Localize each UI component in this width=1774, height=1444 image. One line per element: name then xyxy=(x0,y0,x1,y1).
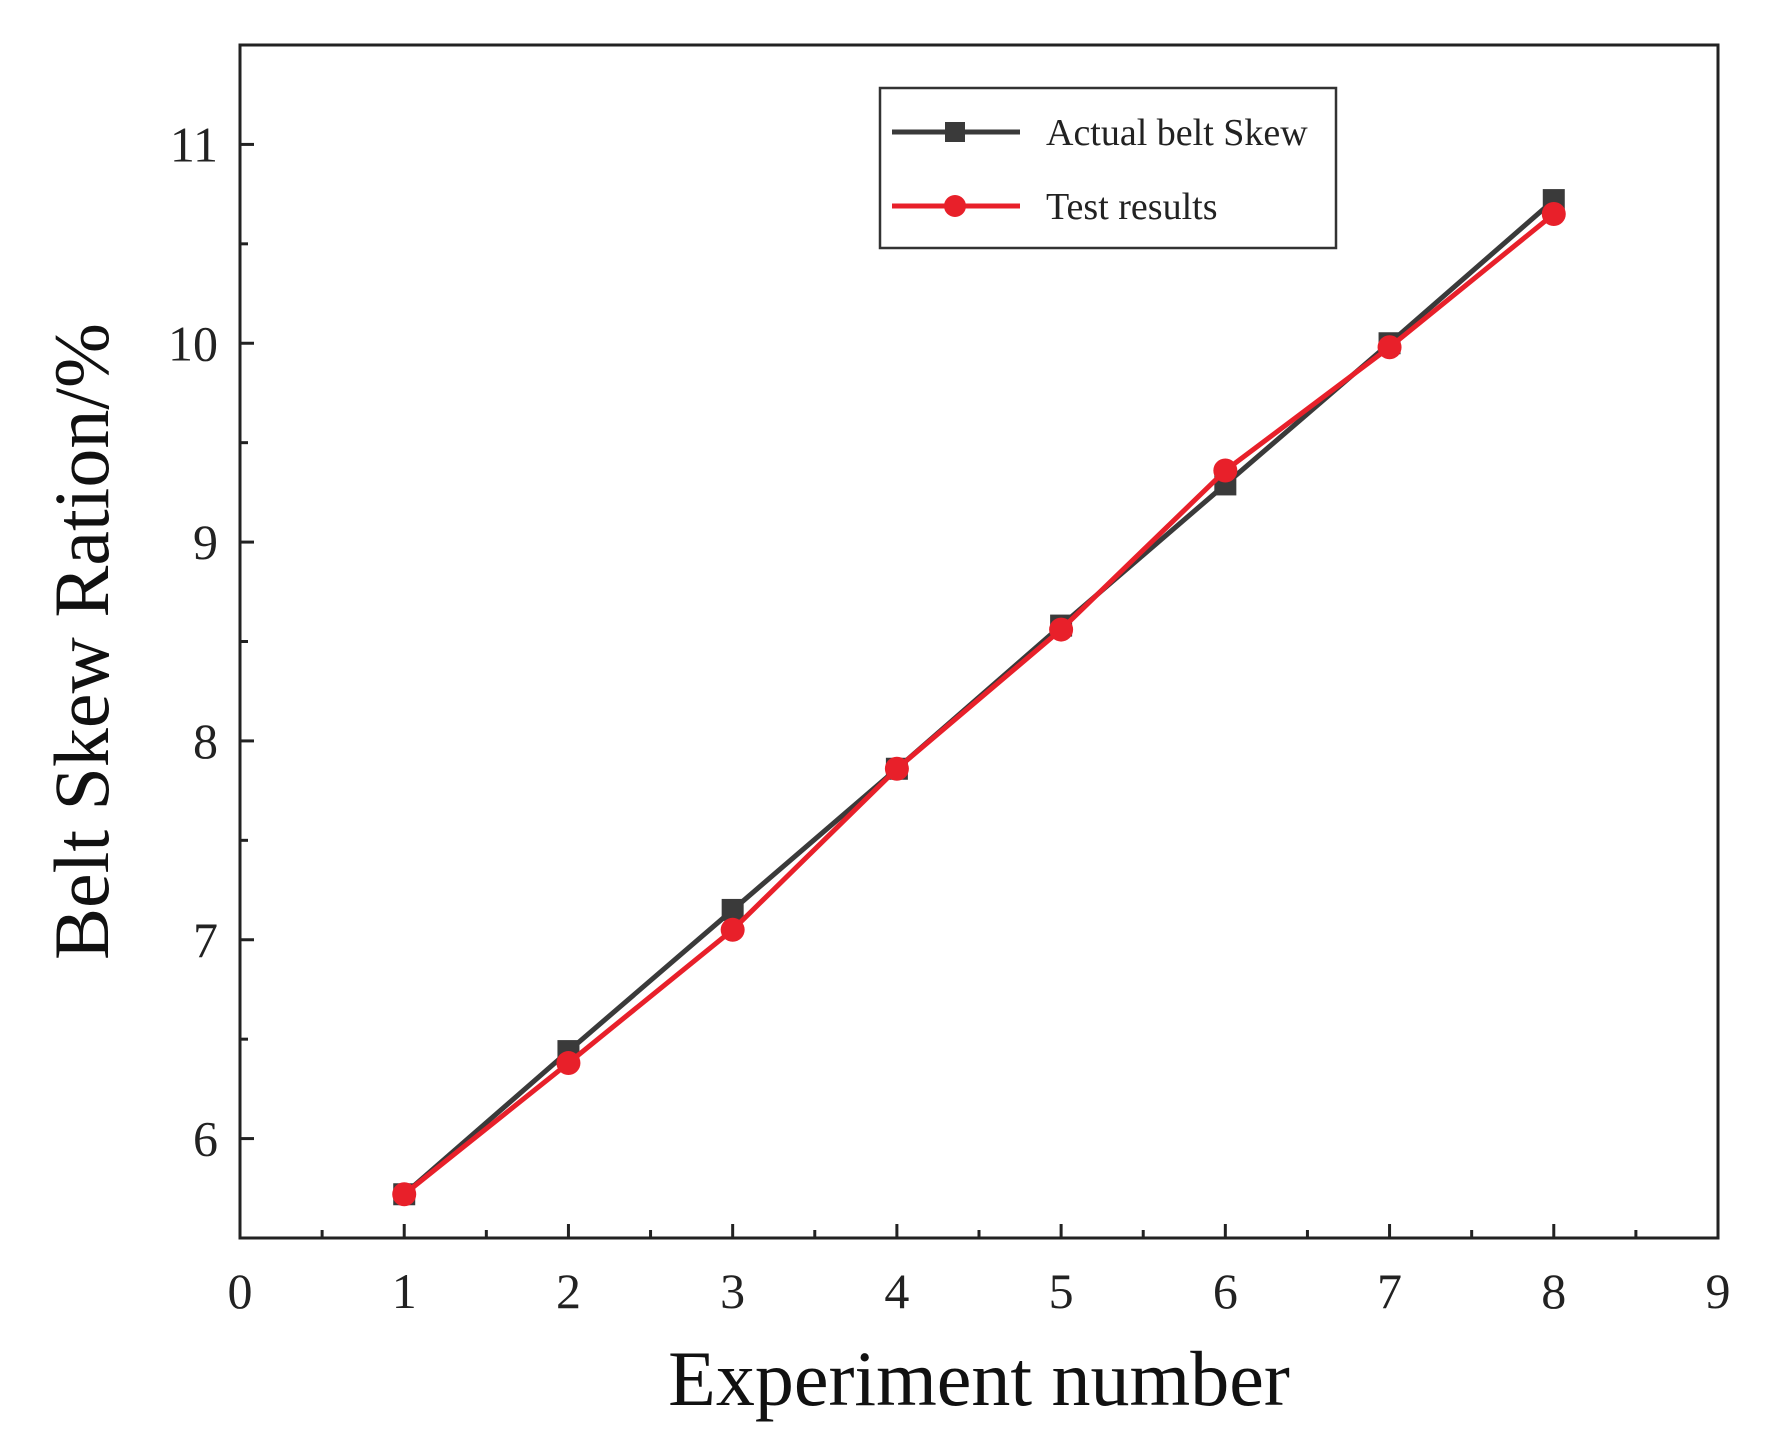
data-point-circle xyxy=(1213,458,1238,483)
legend-marker-circle xyxy=(944,195,966,217)
y-tick-label: 10 xyxy=(168,315,218,371)
data-point-circle xyxy=(1049,617,1074,642)
series-layer xyxy=(392,189,1566,1207)
x-tick-label: 1 xyxy=(392,1263,417,1319)
data-point-circle xyxy=(1377,335,1402,360)
legend: Actual belt Skew Test results xyxy=(878,86,1338,250)
x-tick-label: 6 xyxy=(1213,1263,1238,1319)
data-point-square xyxy=(721,898,744,921)
data-point-circle xyxy=(720,917,745,942)
data-point-circle xyxy=(392,1182,417,1207)
data-point-circle xyxy=(884,756,909,781)
x-tick-label: 3 xyxy=(720,1263,745,1319)
legend-label: Actual belt Skew xyxy=(1046,112,1308,154)
x-tick-label: 5 xyxy=(1049,1263,1074,1319)
legend-marker-square xyxy=(945,122,965,142)
x-tick-label: 0 xyxy=(228,1263,253,1319)
plot-area-frame xyxy=(238,43,1720,1240)
data-point-circle xyxy=(1541,202,1566,227)
y-tick-label: 9 xyxy=(193,514,218,570)
y-tick-label: 11 xyxy=(170,116,218,172)
x-tick-label: 9 xyxy=(1706,1263,1731,1319)
x-tick-label: 2 xyxy=(556,1263,581,1319)
legend-label: Test results xyxy=(1046,186,1217,228)
x-tick-label: 7 xyxy=(1377,1263,1402,1319)
x-tick-label: 8 xyxy=(1541,1263,1566,1319)
y-tick-label: 8 xyxy=(193,713,218,769)
series-2 xyxy=(392,202,1566,1207)
axis-ticks: 0 1 2 3 4 5 6 7 8 9 6 7 8 9 10 11 xyxy=(168,43,1731,1319)
series-line xyxy=(402,212,1556,1197)
data-point-circle xyxy=(556,1051,581,1076)
x-axis-title: Experiment number xyxy=(668,1335,1290,1422)
y-axis-title: Belt Skew Ration/% xyxy=(38,323,125,960)
legend-box xyxy=(878,86,1338,250)
x-tick-label: 4 xyxy=(884,1263,909,1319)
y-tick-label: 7 xyxy=(193,912,218,968)
y-tick-label: 6 xyxy=(193,1111,218,1167)
